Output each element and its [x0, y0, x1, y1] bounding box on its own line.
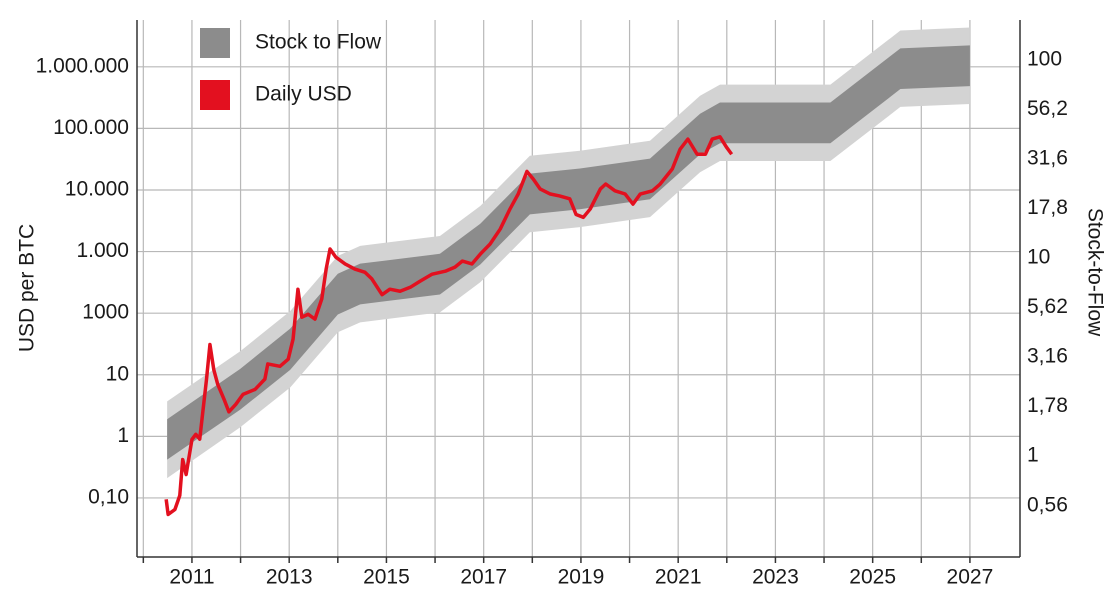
- y-axis-label: USD per BTC: [16, 224, 39, 352]
- y2-tick-label: 3,16: [1027, 345, 1068, 368]
- inner-band: [167, 45, 970, 460]
- y-tick-label: 0,10: [88, 486, 129, 509]
- y2-tick-label: 17,8: [1027, 196, 1068, 219]
- y2-tick-label: 56,2: [1027, 97, 1068, 120]
- y2-tick-label: 1: [1027, 444, 1039, 467]
- y2-tick-label: 5,62: [1027, 295, 1068, 318]
- x-tick-label: 2011: [169, 566, 214, 589]
- legend-label: Daily USD: [255, 83, 352, 106]
- price-line: [164, 135, 734, 517]
- y2-tick-label: 1,78: [1027, 394, 1068, 417]
- x-tick-label: 2017: [460, 566, 507, 589]
- y-tick-label: 1000: [82, 301, 129, 324]
- x-tick-label: 2013: [266, 566, 313, 589]
- y2-tick-label: 100: [1027, 47, 1062, 70]
- y-tick-label: 10.000: [65, 178, 129, 201]
- y-tick-label: 1.000: [76, 239, 129, 262]
- y2-tick-label: 31,6: [1027, 147, 1068, 170]
- x-tick-label: 2015: [363, 566, 410, 589]
- x-tick-label: 2023: [752, 566, 799, 589]
- x-tick-label: 2019: [558, 566, 605, 589]
- legend-swatch: [200, 28, 230, 58]
- legend-label: Stock to Flow: [255, 31, 382, 54]
- x-tick-label: 2025: [849, 566, 896, 589]
- legend-swatch: [200, 80, 230, 110]
- y2-tick-label: 10: [1027, 245, 1050, 268]
- y-tick-label: 100.000: [53, 116, 129, 139]
- y-tick-label: 10: [106, 362, 129, 385]
- x-tick-label: 2027: [947, 566, 994, 589]
- y-tick-label: 1: [117, 424, 129, 447]
- x-tick-label: 2021: [655, 566, 702, 589]
- y-tick-label: 1.000.000: [36, 54, 129, 77]
- y2-axis-label: Stock-to-Flow: [1083, 208, 1106, 337]
- y2-tick-label: 0,56: [1027, 493, 1068, 516]
